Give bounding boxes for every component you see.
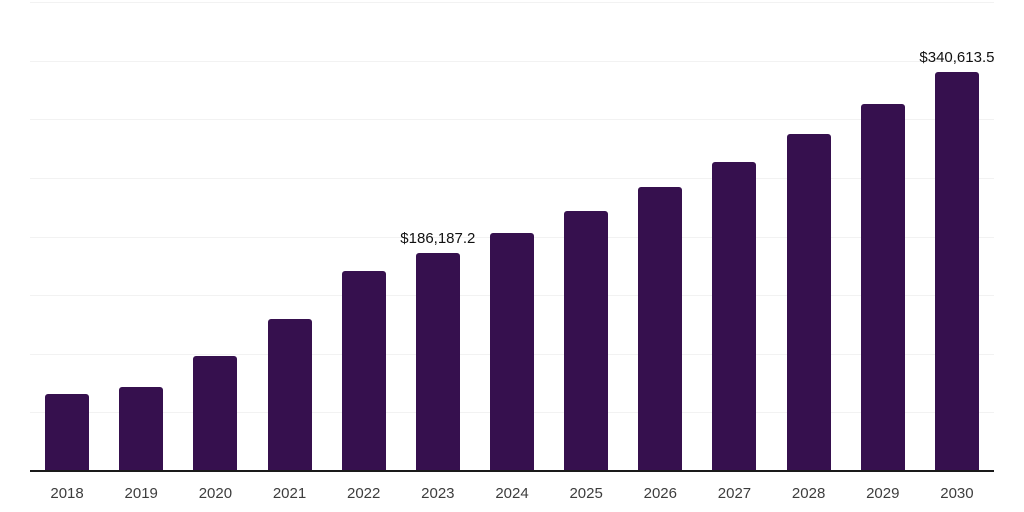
bar-2030 [934, 71, 979, 470]
x-tick-2021: 2021 [272, 485, 307, 502]
x-tick-2025: 2025 [569, 485, 603, 502]
gridline [30, 2, 994, 3]
x-tick-2022: 2022 [347, 485, 381, 502]
x-axis-line [30, 470, 994, 472]
x-tick-2023: 2023 [421, 485, 455, 502]
bar-2018 [45, 394, 90, 470]
x-tick-2018: 2018 [50, 485, 84, 502]
bar-2025 [564, 210, 609, 470]
x-tick-2028: 2028 [791, 485, 826, 502]
bar-2020 [193, 355, 238, 470]
x-tick-2027: 2027 [717, 485, 752, 502]
bar-2021 [267, 318, 312, 470]
x-tick-2030: 2030 [940, 485, 974, 502]
gridline [30, 119, 994, 121]
x-tick-2024: 2024 [495, 485, 529, 502]
x-tick-2026: 2026 [643, 485, 677, 502]
x-tick-2020: 2020 [198, 485, 233, 502]
bar-2019 [119, 387, 164, 470]
bar-2024 [490, 232, 534, 470]
bar-2023 [415, 252, 460, 470]
gridline [30, 177, 994, 179]
bar-2028 [786, 133, 831, 470]
value-label-2030: $340,613.5 [919, 48, 995, 66]
bar-2029 [860, 103, 905, 470]
bar-2022 [341, 270, 386, 470]
bar-2027 [712, 161, 757, 470]
gridline [30, 60, 994, 62]
x-tick-2019: 2019 [124, 485, 158, 502]
x-tick-2029: 2029 [866, 485, 900, 502]
bar-2026 [638, 186, 683, 470]
value-label-2023: $186,187.2 [400, 229, 476, 247]
